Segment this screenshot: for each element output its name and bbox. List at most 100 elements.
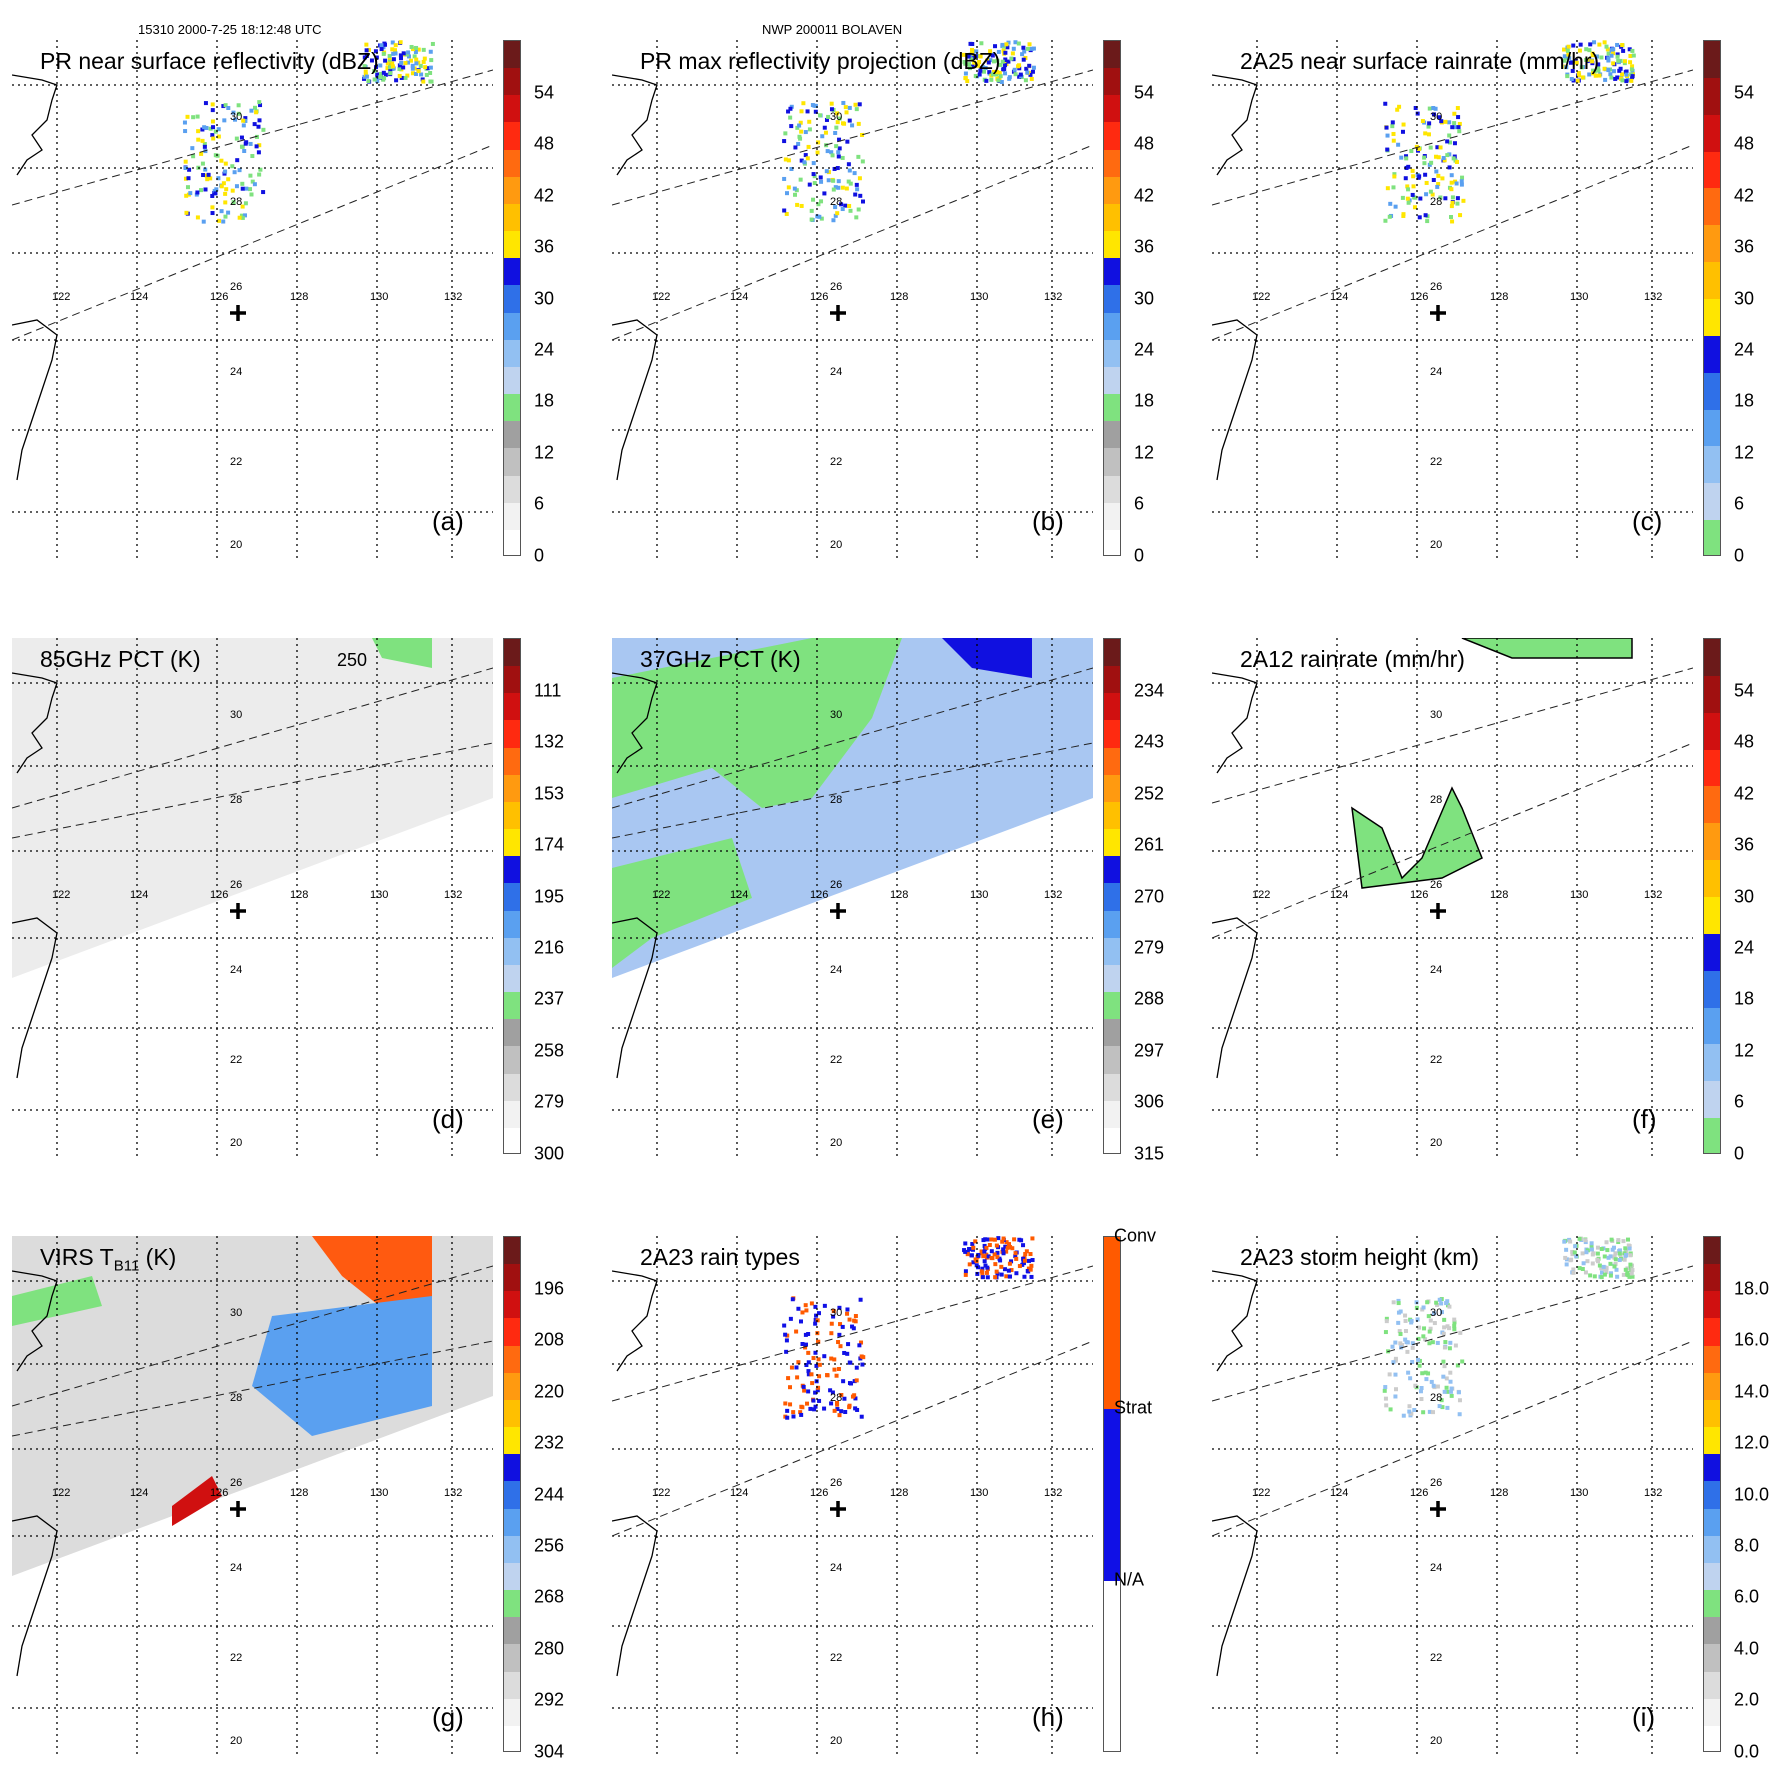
echo-pixel [1438, 195, 1443, 200]
echo-pixel [1000, 59, 1005, 64]
colorbar-segment [1704, 1562, 1720, 1592]
echo-pixel [832, 1367, 837, 1372]
colorbar-tick: 36 [1134, 236, 1155, 257]
echo-pixel [1610, 1247, 1615, 1252]
swath-edge [1212, 144, 1693, 341]
echo-pixel [844, 186, 849, 191]
echo-pixel [824, 169, 829, 174]
echo-pixel [1007, 76, 1012, 81]
echo-pixel [795, 1375, 800, 1380]
echo-pixel [784, 1338, 789, 1343]
colorbar-segment [1704, 712, 1720, 751]
echo-pixel [1403, 1318, 1408, 1323]
echo-pixel [1428, 189, 1433, 194]
echo-pixel [1617, 1248, 1622, 1253]
echo-pixel [803, 153, 808, 158]
echo-pixel [1444, 1301, 1449, 1306]
echo-pixel [788, 1402, 793, 1407]
colorbar-segment [1104, 203, 1120, 233]
echo-pixel [1562, 47, 1567, 52]
colorbar-segment [504, 937, 520, 966]
echo-pixel [1419, 1397, 1424, 1402]
echo-pixel [988, 49, 993, 54]
echo-pixel [412, 54, 417, 59]
echo-pixel [1629, 78, 1634, 83]
colorbar-tick: 14.0 [1734, 1381, 1770, 1402]
echo-pixel [185, 185, 190, 190]
lat-label: 20 [830, 539, 842, 551]
echo-pixel [223, 214, 228, 219]
echo-pixel [858, 1297, 863, 1302]
echo-pixel [1417, 215, 1422, 220]
lon-label: 132 [1644, 1487, 1662, 1499]
echo-pixel [1393, 1340, 1398, 1345]
echo-pixel [803, 1342, 808, 1347]
echo-pixel [798, 1410, 803, 1415]
echo-pixel [1023, 78, 1028, 83]
echo-pixel [1568, 60, 1573, 65]
panel-label: (e) [1032, 1104, 1064, 1134]
echo-pixel [1010, 1246, 1015, 1251]
coastline-taiwan [1212, 319, 1258, 481]
lon-label: 122 [52, 1487, 70, 1499]
echo-pixel [1004, 1274, 1009, 1279]
colorbar-segment [504, 1481, 520, 1510]
echo-pixel [1422, 155, 1427, 160]
echo-pixel [811, 161, 816, 166]
coastline-taiwan [12, 917, 58, 1079]
echo-pixel [847, 1360, 852, 1365]
echo-pixel [992, 1252, 997, 1257]
echo-pixel [1439, 1297, 1444, 1302]
echo-pixel [1629, 1271, 1634, 1276]
echo-pixel [364, 42, 369, 47]
echo-pixel [233, 117, 238, 122]
echo-pixel [965, 79, 970, 84]
echo-pixel [239, 144, 244, 149]
colorbar-segment [504, 666, 520, 695]
colorbar-segment [504, 856, 520, 885]
echo-pixel [1012, 67, 1017, 72]
echo-pixel [819, 199, 824, 204]
colorbar-segment [504, 68, 520, 97]
colorbar [503, 1236, 521, 1752]
echo-pixel [1030, 69, 1035, 74]
echo-pixel [230, 164, 235, 169]
map-data-layer [612, 638, 1093, 978]
echo-pixel [398, 53, 403, 58]
echo-pixel [1615, 52, 1620, 57]
echo-pixel [1426, 124, 1431, 129]
echo-pixel [839, 1393, 844, 1398]
echo-pixel [993, 1262, 998, 1267]
echo-pixel [1580, 1251, 1585, 1256]
echo-pixel [852, 1318, 857, 1323]
colorbar-tick: 111 [534, 680, 562, 701]
echo-pixel [210, 119, 215, 124]
echo-pixel [1588, 1273, 1593, 1278]
colorbar-segment [1704, 1007, 1720, 1046]
echo-pixel [199, 151, 204, 156]
panel-title-text: 2A12 rainrate (mm/hr) [1240, 646, 1465, 672]
echo-pixel [1449, 204, 1454, 209]
echo-pixel [1428, 145, 1433, 150]
colorbar-tick: 36 [1734, 236, 1755, 257]
echo-pixel [1436, 155, 1441, 160]
echo-pixel [1620, 78, 1625, 83]
lon-label: 128 [290, 1487, 308, 1499]
echo-pixel [414, 71, 419, 76]
colorbar-segment [1104, 285, 1120, 314]
echo-pixel [803, 130, 808, 135]
echo-pixel [1603, 77, 1608, 82]
echo-pixel [1570, 68, 1575, 73]
echo-pixel [816, 1339, 821, 1344]
lat-label: 26 [830, 1477, 842, 1489]
colorbar-segment [1104, 910, 1120, 939]
map-area: 30 28 26 24 22 20 122 124 126 128 130 132 [612, 638, 1093, 1158]
lon-label: 130 [970, 291, 988, 303]
lat-label: 30 [830, 709, 842, 721]
map-data-layer [1351, 638, 1633, 889]
colorbar-segment [504, 1535, 520, 1564]
echo-pixel [1393, 1358, 1398, 1363]
echo-pixel [1396, 1320, 1401, 1325]
echo-pixel [1608, 1273, 1613, 1278]
echo-pixel [854, 1365, 859, 1370]
